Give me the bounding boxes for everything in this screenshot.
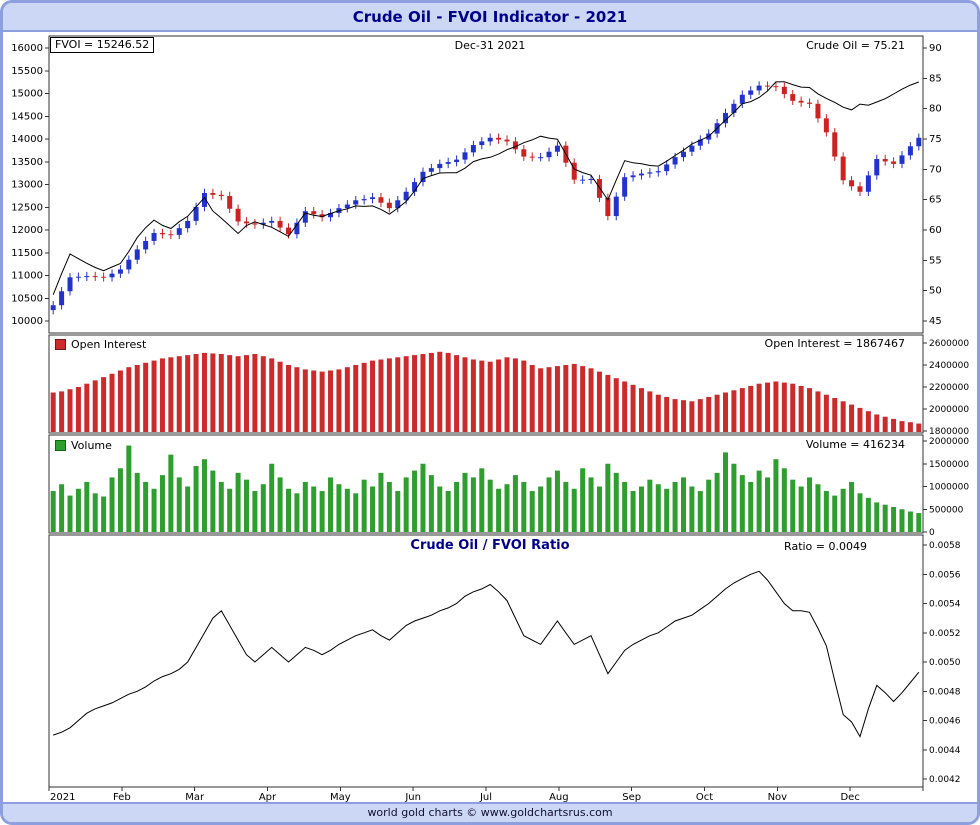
svg-text:0.0046: 0.0046	[929, 717, 961, 727]
svg-text:0.0050: 0.0050	[929, 658, 961, 668]
svg-text:0: 0	[929, 528, 935, 538]
open-interest-swatch-icon	[55, 339, 66, 350]
svg-text:45: 45	[929, 316, 942, 327]
svg-text:11500: 11500	[11, 248, 43, 259]
svg-text:0.0054: 0.0054	[929, 600, 961, 610]
svg-text:Sep: Sep	[622, 792, 641, 803]
crude-candlestick-series	[50, 81, 922, 315]
svg-text:14500: 14500	[11, 111, 43, 122]
svg-text:2600000: 2600000	[929, 339, 969, 349]
svg-text:2400000: 2400000	[929, 361, 969, 371]
svg-text:0.0058: 0.0058	[929, 541, 961, 551]
svg-text:10000: 10000	[11, 316, 43, 327]
svg-text:2200000: 2200000	[929, 383, 969, 393]
open-interest-value-label: Open Interest = 1867467	[764, 337, 905, 350]
svg-text:50: 50	[929, 286, 942, 297]
svg-text:10500: 10500	[11, 293, 43, 304]
ratio-line-series	[53, 570, 920, 738]
svg-text:15000: 15000	[11, 89, 43, 100]
ratio-panel-title: Crude Oil / FVOI Ratio	[410, 538, 570, 553]
svg-text:Aug: Aug	[549, 792, 569, 803]
svg-text:Nov: Nov	[768, 792, 788, 803]
svg-text:75: 75	[929, 134, 942, 145]
footer-credit: world gold charts © www.goldchartsrus.co…	[3, 802, 977, 822]
volume-value-label: Volume = 416234	[805, 438, 905, 451]
svg-text:0.0044: 0.0044	[929, 746, 961, 756]
svg-text:70: 70	[929, 164, 942, 175]
svg-text:1000000: 1000000	[929, 483, 969, 493]
chart-canvas: 16000 15500 15000 14500 14000 13500 13000 12500…	[11, 35, 969, 803]
svg-text:1500000: 1500000	[929, 460, 969, 470]
ratio-value-label: Ratio = 0.0049	[784, 540, 867, 553]
svg-text:Jul: Jul	[479, 792, 492, 803]
svg-text:2000000: 2000000	[929, 405, 969, 415]
volume-legend: Volume	[55, 439, 112, 452]
open-interest-bars	[50, 351, 922, 432]
ratio-axis-labels: 0.0058 0.0056 0.0054 0.0052 0.0050 0.0048 0.00…	[923, 541, 961, 785]
date-label: Dec-31 2021	[454, 39, 526, 52]
volume-legend-label: Volume	[71, 439, 112, 452]
svg-text:May: May	[330, 792, 351, 803]
svg-text:Feb: Feb	[113, 792, 131, 803]
volume-axis-labels: 2000000 1500000 1000000 500000 0	[923, 437, 969, 538]
svg-text:500000: 500000	[929, 505, 964, 515]
svg-text:Apr: Apr	[259, 792, 277, 803]
svg-text:13000: 13000	[11, 180, 43, 191]
svg-text:Jun: Jun	[404, 792, 421, 803]
crude-oil-value-label: Crude Oil = 75.21	[806, 39, 905, 52]
x-axis-labels: 2021 Feb Mar Apr May Jun Jul Aug Sep Oct Nov Dec	[48, 787, 924, 803]
svg-text:55: 55	[929, 255, 942, 266]
svg-text:85: 85	[929, 73, 942, 84]
svg-text:Mar: Mar	[185, 792, 205, 803]
chart-title: Crude Oil - FVOI Indicator - 2021	[352, 7, 628, 26]
svg-text:13500: 13500	[11, 157, 43, 168]
svg-text:1800000: 1800000	[929, 427, 969, 437]
svg-text:15500: 15500	[11, 66, 43, 77]
svg-text:16000: 16000	[11, 43, 43, 54]
svg-text:Oct: Oct	[696, 792, 713, 803]
svg-text:Dec: Dec	[840, 792, 859, 803]
title-bar: Crude Oil - FVOI Indicator - 2021	[3, 3, 977, 32]
crude-axis-labels: 90 85 80 75 70 65 60 55 50 45	[923, 43, 942, 327]
svg-text:2000000: 2000000	[929, 437, 969, 447]
svg-text:90: 90	[929, 43, 942, 54]
open-interest-legend-label: Open Interest	[71, 338, 147, 351]
svg-text:14000: 14000	[11, 134, 43, 145]
svg-text:0.0042: 0.0042	[929, 775, 961, 785]
svg-text:80: 80	[929, 104, 942, 115]
open-interest-legend: Open Interest	[55, 338, 146, 351]
volume-swatch-icon	[55, 440, 66, 451]
fvoi-value-label: FVOI = 15246.52	[50, 37, 155, 53]
svg-text:12500: 12500	[11, 202, 43, 213]
open-interest-axis-labels: 2600000 2400000 2200000 2000000 1800000	[923, 339, 969, 437]
fvoi-line-series	[52, 81, 919, 295]
svg-text:2021: 2021	[50, 792, 75, 803]
fvoi-axis-labels: 16000 15500 15000 14500 14000 13500 13000 12500…	[11, 43, 49, 327]
svg-text:60: 60	[929, 225, 942, 236]
volume-bars	[50, 445, 922, 532]
svg-text:12000: 12000	[11, 225, 43, 236]
svg-text:11000: 11000	[11, 271, 43, 282]
svg-text:65: 65	[929, 195, 942, 206]
svg-text:0.0052: 0.0052	[929, 629, 961, 639]
svg-text:0.0056: 0.0056	[929, 570, 961, 580]
svg-text:0.0048: 0.0048	[929, 687, 961, 697]
